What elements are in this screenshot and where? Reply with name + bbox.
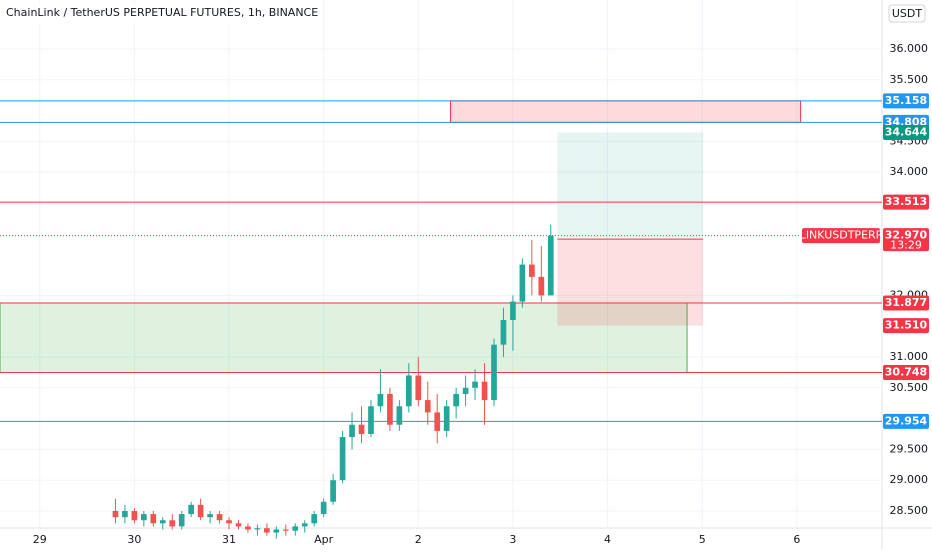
- candle-body: [216, 514, 223, 521]
- y-tick-label: 34.000: [890, 165, 929, 178]
- position-label-bg: [883, 318, 929, 334]
- price-level-label: 33.513: [885, 195, 927, 208]
- candle-body: [472, 381, 478, 388]
- candle-body: [462, 387, 469, 394]
- candle-body: [169, 520, 176, 527]
- candle-body: [424, 400, 431, 413]
- price-level-label-bg: [883, 365, 929, 381]
- symbol-tag-bg: [802, 228, 880, 244]
- currency-box: [888, 4, 926, 23]
- candle-body: [405, 375, 412, 407]
- candle-body: [529, 264, 535, 277]
- candle-body: [226, 520, 232, 524]
- candle-body: [443, 406, 450, 431]
- chart-title: ChainLink / TetherUS PERPETUAL FUTURES, …: [6, 6, 318, 19]
- candle-body: [292, 526, 299, 531]
- position-profit: [557, 132, 704, 240]
- y-tick-label: 28.500: [890, 504, 929, 517]
- x-tick-label: 29: [33, 533, 47, 546]
- candle-body: [349, 424, 355, 438]
- candle-body: [415, 375, 422, 401]
- candle-body: [500, 320, 507, 345]
- candle-body: [188, 504, 195, 515]
- price-level-label: 30.748: [885, 366, 927, 379]
- candle-body: [368, 406, 374, 434]
- candle-body: [207, 514, 213, 518]
- candle-body: [178, 514, 185, 527]
- x-tick-label: 5: [699, 533, 706, 546]
- price-level-label-bg: [883, 93, 929, 109]
- candle-body: [141, 514, 147, 521]
- price-level-label: 29.954: [885, 414, 928, 427]
- candle-body: [131, 510, 138, 521]
- x-tick-label: 4: [604, 533, 611, 546]
- y-tick-label: 29.000: [890, 473, 929, 486]
- y-tick-label: 31.000: [890, 350, 929, 363]
- title-bg: [0, 3, 310, 23]
- candle-body: [434, 412, 441, 431]
- price-level-label: 35.158: [885, 94, 927, 107]
- candle-body: [112, 510, 119, 518]
- candle-body: [519, 264, 526, 302]
- candle-body: [282, 529, 289, 531]
- candle-body: [387, 393, 393, 425]
- y-tick-label: 30.500: [890, 381, 929, 394]
- candle-body: [491, 344, 497, 401]
- position-label: 34.644: [885, 126, 928, 139]
- y-tick-label: 36.000: [890, 42, 929, 55]
- candle-body: [320, 501, 327, 515]
- candle-body: [301, 523, 308, 527]
- candle-body: [264, 528, 270, 533]
- zone: [449, 100, 802, 123]
- candle-body: [538, 276, 545, 296]
- position-loss: [557, 239, 704, 326]
- x-tick-label: Apr: [314, 533, 334, 546]
- price-level-label-bg: [883, 194, 929, 210]
- candle-body: [245, 526, 251, 530]
- candle-body: [254, 528, 261, 530]
- price-level-label-bg: [883, 295, 929, 311]
- candle-body: [358, 424, 365, 434]
- x-tick-label: 3: [509, 533, 516, 546]
- candle-body: [339, 437, 346, 481]
- last-price-label: 32.970: [885, 229, 928, 242]
- zone: [0, 302, 688, 374]
- x-tick-label: 2: [415, 533, 422, 546]
- x-tick-label: 6: [793, 533, 800, 546]
- y-tick-label: 29.500: [890, 442, 929, 455]
- candle-body: [122, 510, 128, 518]
- x-tick-label: 30: [127, 533, 141, 546]
- last-price-bg: [883, 228, 929, 252]
- candle-body: [159, 520, 166, 524]
- position-label: 31.510: [885, 319, 928, 332]
- x-tick-label: 31: [222, 533, 236, 546]
- candle-body: [311, 514, 318, 524]
- candle-body: [235, 523, 242, 527]
- currency: USDT: [892, 7, 923, 20]
- y-tick-label: 35.500: [890, 73, 929, 86]
- candle-body: [273, 529, 280, 533]
- candle-body: [453, 393, 459, 407]
- price-level-label-bg: [883, 413, 929, 429]
- candle-body: [330, 480, 336, 502]
- countdown: 13:29: [890, 239, 922, 252]
- price-level-label: 31.877: [885, 296, 927, 309]
- candle-body: [481, 381, 488, 401]
- symbol-tag: LINKUSDTPERP: [800, 229, 883, 242]
- candle-body: [377, 393, 384, 407]
- candle-body: [547, 235, 554, 296]
- candle-body: [510, 301, 516, 321]
- candle-body: [197, 504, 204, 518]
- candle-body: [150, 514, 157, 524]
- candle-body: [396, 406, 403, 425]
- position-label-bg: [883, 125, 929, 141]
